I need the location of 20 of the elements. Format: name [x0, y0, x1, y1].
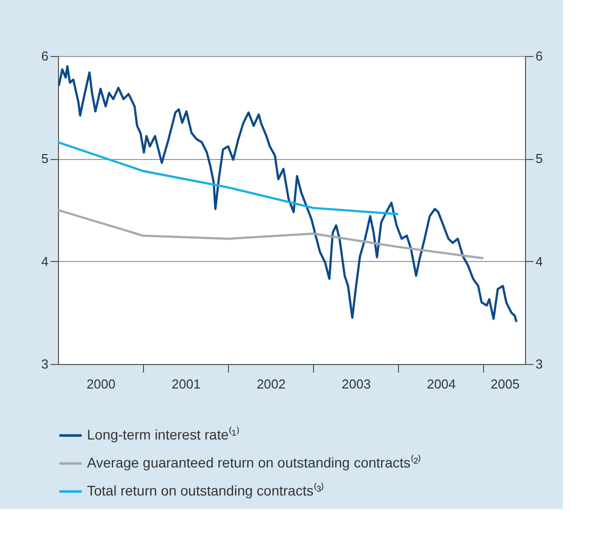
x-tick-label: 2005 — [490, 376, 520, 392]
legend-label: Long-term interest rate⁽¹⁾ — [87, 426, 240, 442]
y2-tick-label: 4 — [536, 254, 543, 269]
x-tick-label: 2000 — [86, 376, 116, 392]
x-tick-label: 2004 — [426, 376, 456, 392]
x-tick-label: 2003 — [342, 376, 371, 392]
y-tick-label: 6 — [41, 48, 48, 64]
y-tick-label: 5 — [41, 151, 48, 166]
line-series — [58, 65, 518, 324]
x-tick-label: 2002 — [256, 376, 286, 392]
legend-label: Average guaranteed return on outstanding contracts⁽²⁾ — [87, 454, 422, 470]
y2-tick-label: 3 — [536, 356, 543, 372]
legend-label: Total return on outstanding contracts⁽³⁾ — [87, 482, 324, 498]
y-tick-label: 4 — [41, 254, 48, 269]
line-series — [56, 141, 400, 216]
x-tick-label: 2001 — [172, 376, 201, 392]
y2-tick-label: 6 — [536, 48, 543, 64]
line-series — [56, 208, 484, 260]
y-tick-label: 3 — [41, 356, 48, 372]
y2-tick-label: 5 — [536, 151, 543, 166]
